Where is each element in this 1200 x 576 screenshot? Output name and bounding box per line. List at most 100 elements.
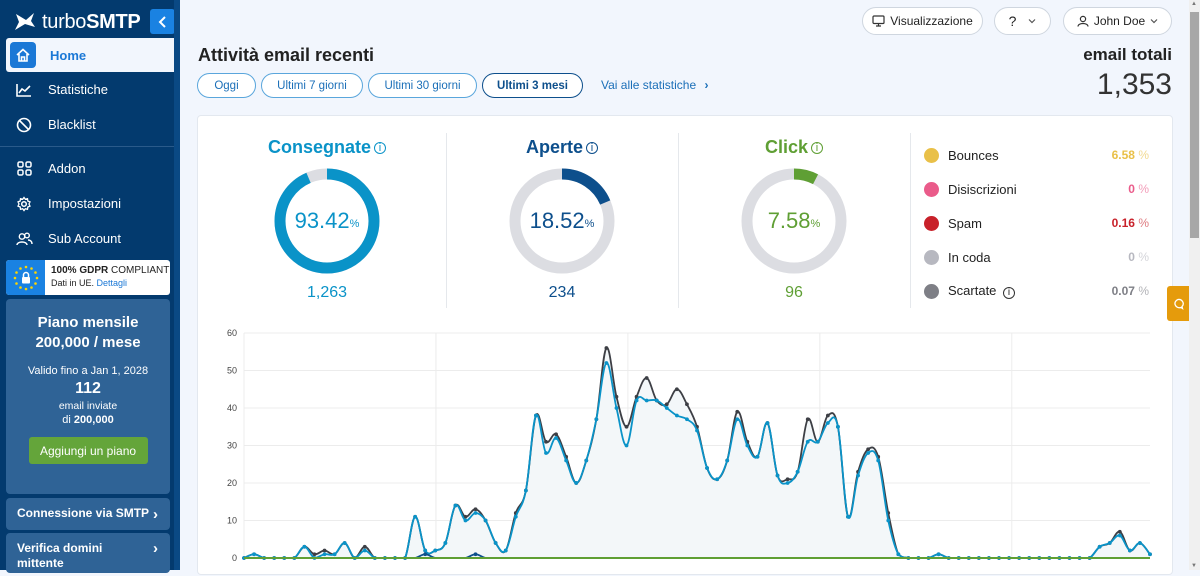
plan-quota: 200,000 / mese bbox=[35, 334, 141, 351]
filter-3-months[interactable]: Ultimi 3 mesi bbox=[482, 73, 583, 98]
user-name: John Doe bbox=[1093, 14, 1146, 28]
status-dot-icon bbox=[924, 215, 939, 231]
svg-text:30: 30 bbox=[227, 441, 237, 451]
stat-count: 1,263 bbox=[306, 284, 348, 301]
svg-text:60: 60 bbox=[227, 328, 237, 338]
sidebar-scrollbar[interactable] bbox=[174, 0, 180, 570]
gdpr-badge: 100% GDPR COMPLIANT Dati in UE. Dettagli bbox=[6, 260, 170, 295]
stat-count: 234 bbox=[548, 284, 576, 301]
turbosmtp-logo-icon bbox=[15, 13, 35, 30]
gear-icon bbox=[14, 194, 34, 214]
gdpr-line2: Dati in UE. bbox=[51, 278, 95, 288]
user-menu-button[interactable]: John Doe bbox=[1063, 7, 1172, 35]
stat-percent: 18.52 bbox=[529, 208, 585, 233]
svg-text:20: 20 bbox=[227, 478, 237, 488]
divider bbox=[910, 133, 911, 308]
gdpr-bold: 100% GDPR bbox=[51, 265, 109, 276]
help-menu-button[interactable]: ? bbox=[994, 7, 1051, 35]
page-title: Attività email recenti bbox=[198, 45, 375, 65]
stat-label: Aperte bbox=[525, 137, 583, 157]
info-icon[interactable]: i bbox=[374, 142, 387, 155]
stat-consegnate: Consegnate i 93.42% 1,263 bbox=[212, 116, 442, 311]
gdpr-rest: COMPLIANT bbox=[108, 265, 170, 276]
display-button[interactable]: Visualizzazione bbox=[862, 7, 983, 35]
sidebar-item-label: Impostazioni bbox=[48, 196, 121, 211]
info-icon[interactable]: i bbox=[811, 142, 824, 155]
stat-percent: 7.58 bbox=[767, 208, 811, 233]
total-emails-label: email totali bbox=[1083, 45, 1172, 64]
svg-text:0: 0 bbox=[232, 553, 237, 563]
donut-chart: 7.58% bbox=[739, 166, 849, 276]
home-icon bbox=[10, 42, 36, 68]
info-icon[interactable]: i bbox=[586, 142, 598, 155]
donut-chart: 18.52% bbox=[507, 166, 617, 276]
sidebar: turboSMTP Home Statistiche Blacklist Add… bbox=[0, 0, 180, 573]
sidebar-item-impostazioni[interactable]: Impostazioni bbox=[0, 186, 180, 221]
total-emails-value: 1,353 bbox=[1096, 68, 1172, 101]
stat-label: Click bbox=[764, 137, 809, 157]
legend-bounces: Bounces 6.58 % bbox=[924, 138, 1149, 172]
eu-lock-icon bbox=[6, 260, 45, 295]
add-plan-button[interactable]: Aggiungi un piano bbox=[28, 437, 148, 464]
ban-icon bbox=[14, 115, 34, 135]
filter-7-days[interactable]: Ultimi 7 giorni bbox=[261, 73, 363, 98]
smtp-connection-card[interactable]: Connessione via SMTP › bbox=[6, 498, 170, 530]
donut-chart: 93.42% bbox=[272, 166, 382, 276]
chevron-left-icon bbox=[158, 15, 166, 28]
gdpr-details-link[interactable]: Dettagli bbox=[96, 278, 128, 288]
plan-of-value: 200,000 bbox=[73, 414, 114, 426]
stat-label: Consegnate bbox=[267, 137, 372, 157]
stat-percent: 93.42 bbox=[294, 208, 350, 233]
plan-valid-until: Valido fino a Jan 1, 2028 bbox=[27, 365, 149, 377]
chat-button[interactable] bbox=[1167, 286, 1189, 321]
chart-line-icon bbox=[14, 80, 34, 100]
status-dot-icon bbox=[924, 283, 939, 299]
legend-disiscrizioni: Disiscrizioni 0 % bbox=[924, 172, 1149, 206]
user-icon bbox=[1077, 15, 1089, 27]
stat-count: 96 bbox=[785, 284, 803, 301]
secondary-stats-legend: Bounces 6.58 % Disiscrizioni 0 % Spam 0.16 … bbox=[924, 138, 1149, 308]
brand-light: turbo bbox=[42, 10, 87, 33]
brand-logo[interactable]: turboSMTP bbox=[14, 8, 141, 36]
monitor-icon bbox=[872, 15, 885, 27]
collapse-sidebar-button[interactable] bbox=[150, 9, 175, 34]
chat-bubble-icon bbox=[1174, 298, 1184, 310]
chevron-right-icon: › bbox=[153, 540, 158, 557]
chevron-right-icon: › bbox=[153, 506, 158, 523]
svg-text:10: 10 bbox=[227, 516, 237, 526]
grid-icon bbox=[14, 159, 34, 179]
users-icon bbox=[14, 229, 34, 249]
go-to-statistics-label: Vai alle statistiche bbox=[601, 78, 697, 92]
status-dot-icon bbox=[924, 181, 939, 197]
divider bbox=[678, 133, 679, 308]
brand-bold: SMTP bbox=[86, 10, 141, 33]
scroll-down-icon[interactable]: ▼ bbox=[1191, 563, 1197, 569]
scrollbar-thumb[interactable] bbox=[1190, 12, 1199, 238]
info-icon[interactable]: i bbox=[1003, 286, 1016, 299]
sidebar-item-sub-account[interactable]: Sub Account bbox=[0, 221, 180, 256]
sidebar-item-label: Home bbox=[50, 47, 87, 63]
plan-card: Piano mensile 200,000 / mese Valido fino… bbox=[6, 299, 170, 494]
legend-spam: Spam 0.16 % bbox=[924, 206, 1149, 240]
stat-click: Click i 7.58% 96 bbox=[679, 116, 909, 311]
sidebar-item-home[interactable]: Home bbox=[6, 38, 180, 72]
go-to-statistics-link[interactable]: Vai alle statistiche › bbox=[601, 78, 709, 92]
plan-title: Piano mensile bbox=[37, 314, 139, 331]
activity-line-chart[interactable]: 0 10 20 30 40 50 60 bbox=[198, 316, 1174, 576]
chevron-down-icon bbox=[1150, 19, 1158, 24]
verify-domains-card[interactable]: Verifica domini mittente › bbox=[6, 533, 170, 573]
sidebar-item-statistiche[interactable]: Statistiche bbox=[0, 72, 180, 107]
sidebar-item-addon[interactable]: Addon bbox=[0, 151, 180, 186]
status-dot-icon bbox=[924, 147, 939, 163]
sidebar-divider bbox=[0, 146, 180, 147]
scroll-up-icon[interactable]: ▲ bbox=[1191, 1, 1197, 7]
chevron-down-icon bbox=[1028, 19, 1036, 24]
page-scrollbar[interactable]: ▲ ▼ bbox=[1189, 0, 1200, 570]
activity-card: Consegnate i 93.42% 1,263 Aperte i 18.52% … bbox=[197, 115, 1173, 575]
sidebar-item-blacklist[interactable]: Blacklist bbox=[0, 107, 180, 142]
plan-of-prefix: di bbox=[62, 414, 71, 426]
plan-sent-count: 112 bbox=[75, 380, 101, 397]
filter-30-days[interactable]: Ultimi 30 giorni bbox=[368, 73, 477, 98]
filter-oggi[interactable]: Oggi bbox=[197, 73, 256, 98]
svg-text:40: 40 bbox=[227, 403, 237, 413]
